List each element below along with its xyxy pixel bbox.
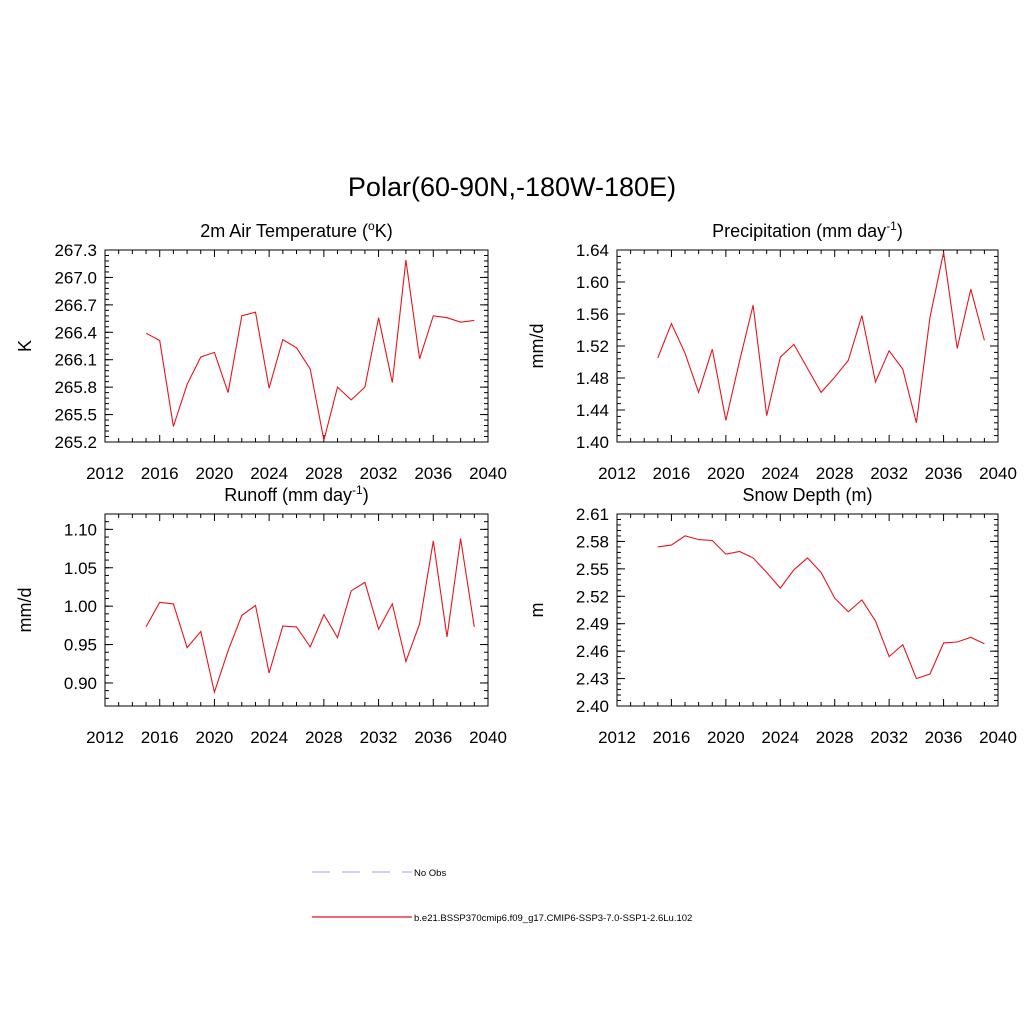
- figure-title: Polar(60-90N,-180W-180E): [348, 172, 676, 202]
- panel-title: Precipitation (mm day-1): [712, 219, 903, 241]
- panel-title-tail: ): [897, 221, 903, 241]
- x-tick-label: 2040: [979, 464, 1017, 483]
- x-tick-label: 2028: [305, 464, 343, 483]
- legend-label: b.e21.BSSP370cmip6.f09_g17.CMIP6-SSP3-7.…: [414, 913, 692, 924]
- y-tick-label: 266.7: [54, 296, 97, 315]
- x-tick-label: 2016: [653, 464, 691, 483]
- x-tick-label: 2012: [598, 728, 636, 747]
- x-tick-label: 2036: [925, 464, 963, 483]
- x-tick-label: 2020: [707, 728, 745, 747]
- y-axis-label: mm/d: [15, 588, 35, 633]
- plot-frame: [616, 249, 999, 443]
- x-tick-label: 2036: [414, 728, 452, 747]
- y-tick-label: 266.1: [54, 351, 97, 370]
- x-tick-label: 2020: [196, 728, 234, 747]
- plot-frame: [104, 249, 489, 443]
- y-tick-label: 266.4: [54, 323, 97, 342]
- x-tick-label: 2024: [250, 728, 288, 747]
- x-tick-label: 2036: [925, 728, 963, 747]
- y-tick-label: 1.60: [576, 273, 609, 292]
- plot-frame: [104, 513, 489, 707]
- y-axis-label: K: [15, 340, 35, 352]
- y-tick-label: 1.00: [64, 597, 97, 616]
- x-tick-label: 2040: [469, 728, 507, 747]
- y-axis-label: mm/d: [527, 324, 547, 369]
- y-tick-label: 1.52: [576, 337, 609, 356]
- x-tick-label: 2020: [196, 464, 234, 483]
- y-tick-label: 265.5: [54, 406, 97, 425]
- y-tick-label: 2.52: [576, 587, 609, 606]
- x-tick-label: 2012: [598, 464, 636, 483]
- chart-panel-2: Precipitation (mm day-1) mm/d 2012 2016 2020…: [527, 219, 1017, 483]
- y-tick-label: 1.05: [64, 559, 97, 578]
- panel-title: 2m Air Temperature (oK): [200, 219, 392, 241]
- y-tick-label: 1.40: [576, 433, 609, 452]
- x-tick-label: 2024: [250, 464, 288, 483]
- x-tick-label: 2020: [707, 464, 745, 483]
- x-tick-label: 2032: [870, 728, 908, 747]
- panel-title-text: 2m Air Temperature (: [200, 221, 368, 241]
- panel-title-tail: ): [363, 485, 369, 505]
- panel-title-superscript: -1: [886, 219, 897, 233]
- y-tick-label: 2.61: [576, 505, 609, 524]
- panel-title-superscript: o: [368, 219, 375, 233]
- series-line: [657, 535, 985, 680]
- series-line: [657, 252, 985, 423]
- legend-item-1: No Obs: [312, 868, 446, 879]
- panel-title-text: Snow Depth (m): [742, 485, 872, 505]
- x-tick-label: 2012: [86, 464, 124, 483]
- x-tick-label: 2016: [141, 464, 179, 483]
- y-tick-label: 1.44: [576, 401, 609, 420]
- y-axis-label: m: [527, 603, 547, 618]
- x-tick-label: 2028: [305, 728, 343, 747]
- y-tick-label: 1.48: [576, 369, 609, 388]
- x-tick-label: 2016: [141, 728, 179, 747]
- legend-item-2: b.e21.BSSP370cmip6.f09_g17.CMIP6-SSP3-7.…: [312, 913, 692, 924]
- x-tick-label: 2040: [979, 728, 1017, 747]
- panel-title-superscript: -1: [352, 483, 363, 497]
- y-tick-label: 2.55: [576, 560, 609, 579]
- y-tick-label: 0.90: [64, 674, 97, 693]
- y-tick-label: 2.49: [576, 615, 609, 634]
- x-tick-label: 2024: [761, 464, 799, 483]
- x-tick-label: 2028: [816, 464, 854, 483]
- series-line: [145, 260, 475, 441]
- panel-title: Runoff (mm day-1): [224, 483, 368, 505]
- x-tick-label: 2024: [761, 728, 799, 747]
- x-tick-label: 2016: [653, 728, 691, 747]
- y-tick-label: 2.46: [576, 642, 609, 661]
- panel-title-text: Runoff (mm day: [224, 485, 352, 505]
- panel-title: Snow Depth (m): [742, 485, 872, 505]
- y-tick-label: 265.2: [54, 433, 97, 452]
- x-tick-label: 2032: [360, 728, 398, 747]
- x-tick-label: 2032: [870, 464, 908, 483]
- series-line: [145, 538, 475, 695]
- panel-title-text: Precipitation (mm day: [712, 221, 886, 241]
- x-tick-label: 2036: [414, 464, 452, 483]
- y-tick-label: 267.0: [54, 268, 97, 287]
- y-tick-label: 1.56: [576, 305, 609, 324]
- x-tick-label: 2012: [86, 728, 124, 747]
- panels: 2m Air Temperature (oK) K 2012 2016 2020 2024…: [15, 219, 1017, 747]
- x-tick-label: 2028: [816, 728, 854, 747]
- legend: No Obs b.e21.BSSP370cmip6.f09_g17.CMIP6-S…: [312, 868, 692, 924]
- chart-panel-3: Runoff (mm day-1) mm/d 2012 2016 2020 2024 202…: [15, 483, 507, 747]
- panel-title-tail: K): [375, 221, 393, 241]
- chart-panel-1: 2m Air Temperature (oK) K 2012 2016 2020 2024…: [15, 219, 507, 483]
- x-tick-label: 2040: [469, 464, 507, 483]
- y-tick-label: 1.10: [64, 520, 97, 539]
- y-tick-label: 265.8: [54, 378, 97, 397]
- y-tick-label: 2.58: [576, 532, 609, 551]
- y-tick-label: 267.3: [54, 241, 97, 260]
- chart-panel-4: Snow Depth (m) m 2012 2016 2020 2024 2028 2032 2…: [527, 485, 1017, 747]
- y-tick-label: 1.64: [576, 241, 609, 260]
- y-tick-label: 2.40: [576, 697, 609, 716]
- y-tick-label: 0.95: [64, 636, 97, 655]
- legend-label: No Obs: [414, 868, 446, 879]
- y-tick-label: 2.43: [576, 670, 609, 689]
- x-tick-label: 2032: [360, 464, 398, 483]
